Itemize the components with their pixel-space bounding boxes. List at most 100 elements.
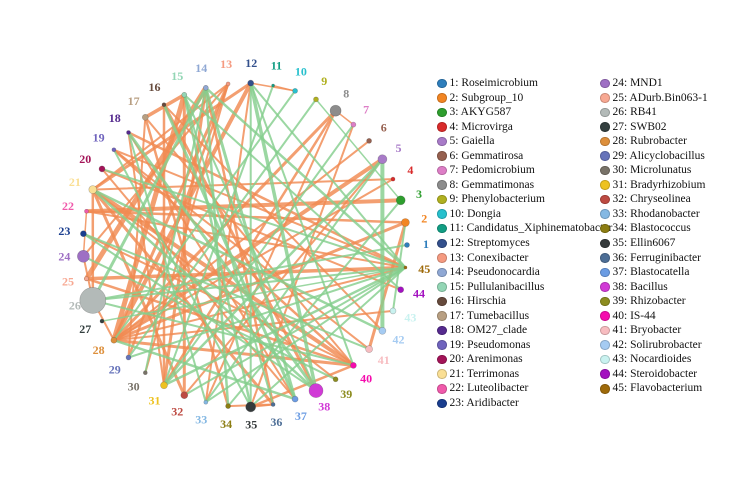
legend-item-13: 13: Conexibacter [437, 251, 612, 266]
graph-node-29 [125, 354, 132, 361]
legend-dot-3 [437, 107, 447, 118]
legend-dot-4 [437, 122, 447, 132]
legend-item-label: 20: Arenimonas [449, 353, 523, 366]
legend-column-2: 24: MND1 25: ADurb.Bin063-1 26: RB41 27: SW… [600, 76, 708, 396]
node-number-label-32: 32 [171, 405, 183, 419]
node-number-label-28: 28 [93, 343, 105, 357]
graph-node-4 [390, 176, 396, 182]
legend-item-label: 42: Solirubrobacter [612, 338, 702, 351]
legend-item-9: 9: Phenylobacterium [437, 192, 612, 207]
node-number-label-10: 10 [295, 65, 307, 79]
legend-dot-22 [437, 384, 447, 394]
graph-edge-32-45 [183, 266, 407, 397]
legend-dot-8 [437, 180, 447, 190]
graph-node-16 [161, 102, 167, 107]
legend-item-label: 1: Roseimicrobium [449, 77, 538, 89]
legend-dot-21 [437, 369, 447, 379]
graph-edge-21-38 [91, 188, 318, 392]
graph-edge-5-33 [204, 158, 384, 404]
graph-edge-9-29 [127, 98, 317, 359]
legend-item-3: 3: AKYG587 [437, 105, 612, 120]
graph-node-26 [79, 287, 107, 314]
legend-item-4: 4: Microvirga [437, 120, 612, 135]
legend-dot-17 [437, 311, 447, 321]
graph-edge-35-45 [249, 266, 407, 408]
node-number-label-38: 38 [318, 399, 330, 413]
graph-edge-44-15 [183, 93, 402, 291]
legend-item-8: 8: Gemmatimonas [437, 178, 612, 193]
legend-dot-23 [437, 398, 447, 409]
graph-node-8 [329, 104, 342, 117]
node-number-label-26: 26 [69, 299, 81, 313]
node-number-label-16: 16 [149, 80, 161, 94]
node-number-label-20: 20 [79, 152, 91, 166]
legend-item-label: 45: Flavobacterium [612, 382, 703, 395]
legend-item-label: 7: Pedomicrobium [449, 164, 535, 177]
legend-item-38: 38: Bacillus [600, 280, 708, 295]
legend-item-label: 44: Steroidobacter [612, 367, 698, 380]
graph-edge-43-28 [112, 309, 394, 342]
legend-item-label: 31: Bradyrhizobium [612, 178, 706, 191]
graph-node-11 [271, 83, 275, 88]
legend-dot-20 [437, 354, 447, 365]
legend-item-45: 45: Flavobacterium [600, 381, 708, 396]
graph-node-35 [245, 401, 256, 413]
node-number-label-39: 39 [340, 387, 352, 401]
graph-edge-29-45 [127, 266, 407, 359]
legend-item-label: 28: Rubrobacter [612, 135, 687, 148]
legend-item-15: 15: Pullulanibacillus [437, 280, 612, 295]
graph-node-3 [395, 195, 406, 206]
graph-edge-26-14 [91, 86, 208, 302]
legend-dot-14 [437, 267, 447, 278]
legend-item-label: 8: Gemmatimonas [449, 178, 535, 191]
legend-dot-12 [437, 238, 447, 249]
graph-node-44 [397, 286, 405, 294]
legend-item-6: 6: Gemmatirosa [437, 149, 612, 164]
legend-item-label: 23: Aridibacter [449, 397, 519, 410]
graph-node-15 [181, 92, 188, 98]
legend-dot-38 [600, 282, 610, 292]
node-number-label-19: 19 [93, 130, 105, 144]
legend-dot-33 [600, 209, 610, 219]
legend-item-39: 39: Rhizobacter [600, 294, 708, 309]
legend-item-33: 33: Rhodanobacter [600, 207, 708, 222]
legend-item-2: 2: Subgroup_10 [437, 91, 612, 106]
graph-edge-12-33 [204, 82, 252, 404]
node-number-label-22: 22 [62, 199, 74, 213]
legend-item-label: 35: Ellin6067 [612, 237, 676, 250]
legend-item-label: 29: Alicyclobacillus [612, 149, 705, 162]
legend-item-label: 27: SWB02 [612, 120, 667, 133]
graph-node-36 [270, 402, 276, 407]
graph-node-19 [111, 147, 117, 153]
node-number-label-36: 36 [270, 415, 282, 429]
legend-item-label: 15: Pullulanibacillus [449, 280, 545, 293]
legend-dot-9 [437, 194, 447, 205]
graph-edge-28-10 [112, 89, 297, 342]
node-number-label-6: 6 [381, 120, 387, 134]
graph-node-33 [203, 399, 209, 405]
node-number-label-7: 7 [363, 102, 369, 116]
legend-item-14: 14: Pseudonocardia [437, 265, 612, 280]
graph-edge-26-45 [91, 266, 407, 302]
graph-edge-12-45 [249, 82, 407, 269]
node-number-label-5: 5 [396, 141, 402, 155]
node-number-label-12: 12 [245, 56, 257, 70]
graph-edge-9-3 [315, 98, 402, 202]
legend-dot-40 [600, 311, 610, 321]
graph-edge-37-18 [127, 131, 297, 401]
legend-item-label: 6: Gemmatirosa [449, 149, 524, 162]
graph-edge-38-18 [127, 131, 318, 393]
graph-node-45 [403, 265, 408, 270]
legend-column-1: 1: Roseimicrobium 2: Subgroup_10 3: AKYG58… [437, 76, 612, 411]
legend-dot-18 [437, 325, 447, 336]
legend-item-label: 25: ADurb.Bin063-1 [612, 91, 708, 104]
node-number-label-31: 31 [149, 394, 161, 408]
legend-dot-11 [437, 223, 447, 234]
legend-item-18: 18: OM27_clade [437, 323, 612, 338]
graph-edge-31-45 [162, 266, 407, 387]
legend-item-32: 32: Chryseolinea [600, 192, 708, 207]
legend-item-label: 37: Blastocatella [612, 266, 690, 279]
graph-edge-28-37 [112, 338, 297, 401]
graph-node-24 [77, 249, 90, 263]
